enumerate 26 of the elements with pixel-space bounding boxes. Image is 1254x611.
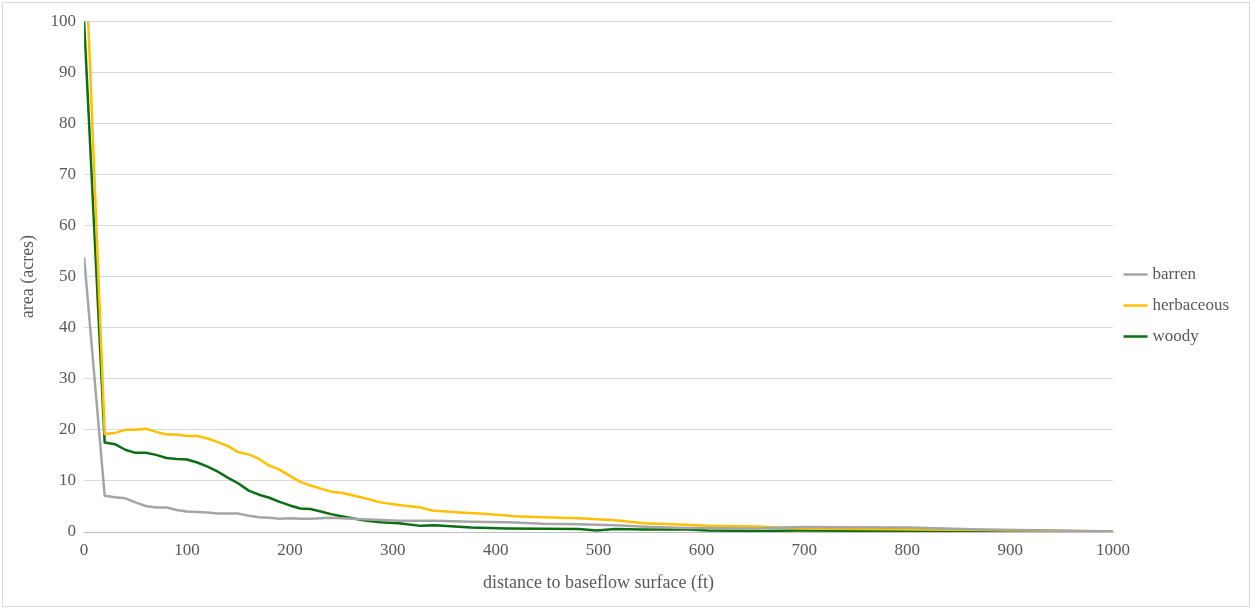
y-tick-label: 40 (59, 317, 77, 337)
y-tick-label: 0 (67, 521, 77, 541)
legend-label: woody (1152, 325, 1200, 345)
y-tick-label: 10 (59, 470, 77, 490)
y-axis-title: area (acres) (16, 234, 38, 319)
x-tick-label: 500 (585, 539, 612, 559)
y-tick-label: 30 (59, 368, 77, 388)
x-tick-label: 1000 (1096, 539, 1131, 559)
x-tick-label: 100 (174, 539, 200, 559)
y-tick-label: 50 (59, 266, 77, 286)
y-tick-label: 100 (50, 10, 77, 30)
x-tick-label: 600 (688, 539, 715, 559)
legend-label: barren (1152, 263, 1197, 283)
x-tick-label: 900 (997, 539, 1023, 559)
y-tick-label: 80 (59, 112, 77, 132)
x-tick-label: 700 (791, 539, 818, 559)
legend-label: herbaceous (1152, 294, 1230, 314)
x-axis-title: distance to baseflow surface (ft) (483, 571, 715, 593)
x-tick-label: 800 (894, 539, 920, 559)
y-tick-label: 90 (59, 61, 77, 81)
x-tick-label: 400 (482, 539, 509, 559)
y-tick-label: 60 (59, 214, 77, 234)
x-tick-label: 300 (380, 539, 406, 559)
x-tick-label: 200 (277, 539, 303, 559)
y-tick-label: 20 (59, 419, 77, 439)
y-tick-label: 70 (59, 163, 77, 183)
